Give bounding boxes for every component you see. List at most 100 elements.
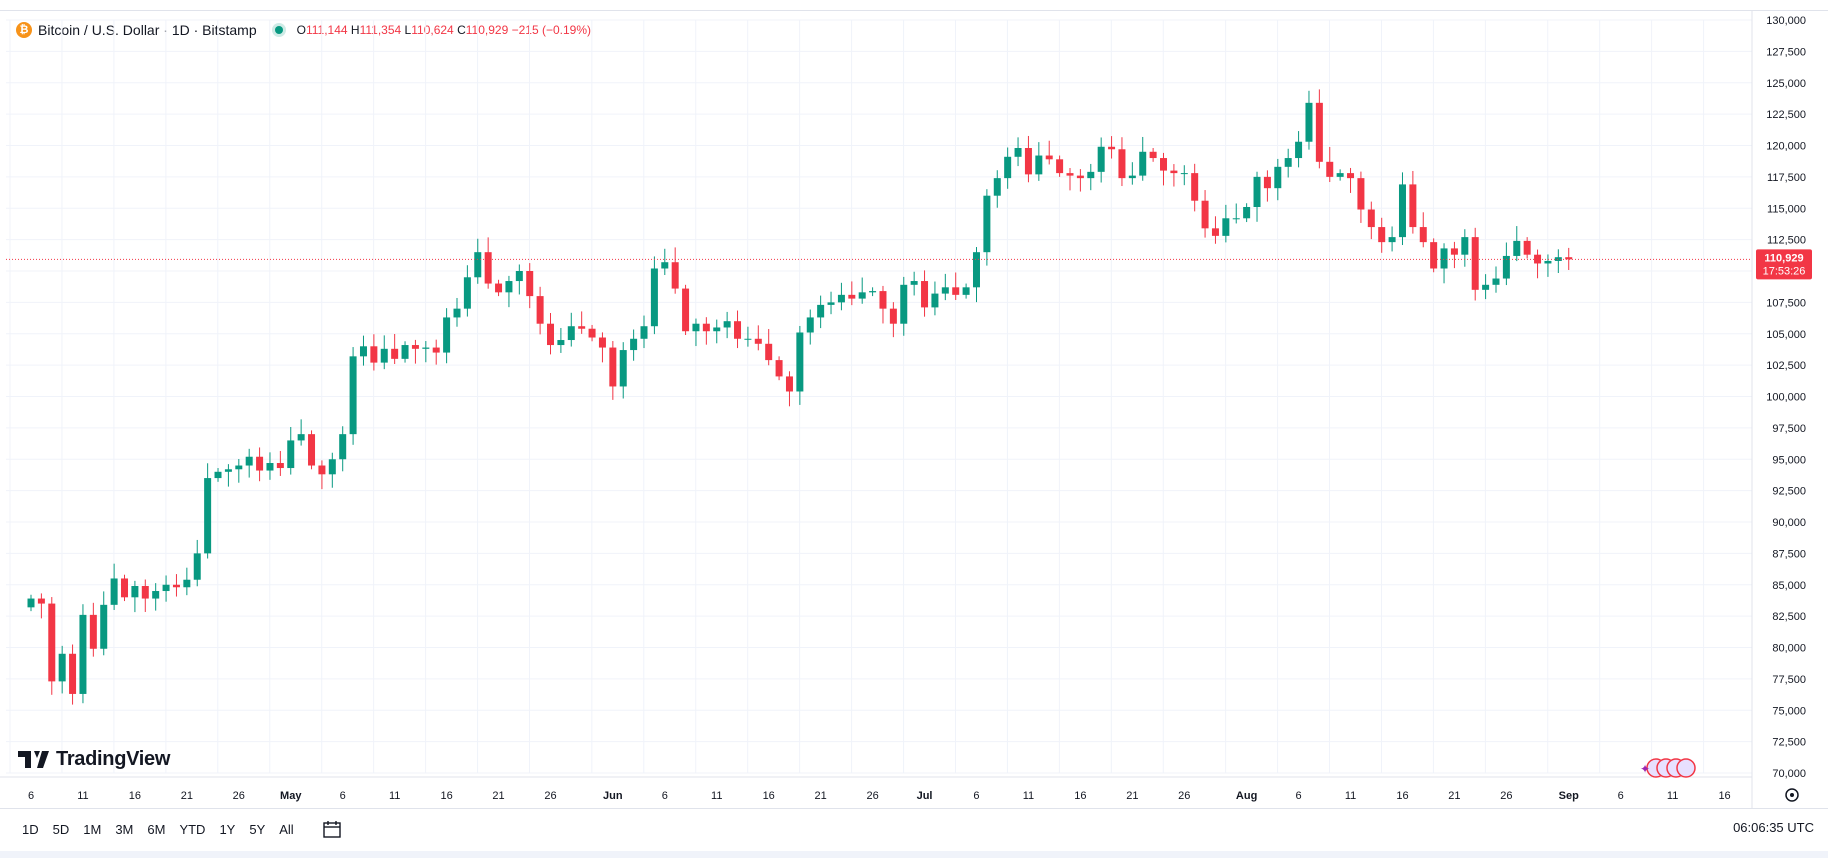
time-axis[interactable]: 6 11 16 21 26 May 6 11 16 21 26 Jun 6 11 16 21 26 Jul 6 11 1… (0, 776, 1752, 802)
candle-body (515, 271, 523, 282)
symbol-title[interactable]: Bitcoin / U.S. Dollar · 1D · Bitstamp (38, 22, 257, 38)
time-tick-label: 6 (973, 790, 979, 802)
candle-body (723, 321, 731, 328)
time-tick-label: 16 (129, 790, 141, 802)
candle-body (941, 287, 949, 294)
candle-body (1056, 159, 1064, 174)
candle-body (837, 294, 845, 303)
range-1m-button[interactable]: 1M (83, 821, 102, 837)
candle-body (1378, 227, 1386, 243)
candle-body (69, 653, 77, 694)
price-tick-label: 127,500 (1766, 46, 1806, 58)
range-5y-button[interactable]: 5Y (249, 821, 266, 837)
price-axis[interactable]: 70,000 72,500 75,000 77,500 80,000 82,500 85,0… (1751, 10, 1806, 808)
low-value: 110,624 (411, 23, 454, 37)
price-tick-label: 92,500 (1772, 486, 1806, 498)
candle-body (889, 308, 897, 324)
candle-body (1419, 227, 1427, 243)
time-tick-label: 26 (233, 790, 245, 802)
low-key: L (404, 23, 412, 37)
candle-body (754, 338, 762, 344)
candle-body (547, 323, 554, 346)
symbol-legend[interactable]: ₿ Bitcoin / U.S. Dollar · 1D · Bitstamp … (16, 20, 591, 40)
utc-clock[interactable]: 06:06:35 UTC (1733, 820, 1814, 835)
candle-body (58, 653, 66, 682)
candle-body (152, 591, 160, 599)
price-tick-label: 97,500 (1772, 423, 1806, 435)
candle-body (432, 347, 440, 353)
candle-body (505, 281, 513, 293)
price-tick-label: 125,000 (1766, 78, 1806, 90)
price-label-value: 110,929 (1764, 252, 1803, 264)
candle-body (557, 340, 565, 346)
candle-body (1315, 102, 1323, 162)
candle-body (993, 178, 1001, 196)
events-icon[interactable]: ✦ (1640, 758, 1696, 778)
candle-body (214, 471, 222, 479)
price-tick-label: 77,500 (1772, 674, 1806, 686)
candle-body (827, 302, 835, 305)
open-value: 111,144 (305, 23, 348, 37)
calendar-icon[interactable] (322, 820, 342, 838)
candle-body (235, 465, 243, 470)
settings-icon[interactable] (1785, 788, 1799, 802)
market-status-icon[interactable] (274, 26, 283, 34)
range-3m-button[interactable]: 3M (115, 821, 134, 837)
candle-body (37, 598, 45, 604)
range-5d-button[interactable]: 5D (52, 821, 70, 837)
price-tick-label: 90,000 (1772, 517, 1806, 529)
candle-body (1118, 149, 1126, 179)
range-1d-button[interactable]: 1D (22, 821, 39, 837)
range-ytd-button[interactable]: YTD (179, 821, 206, 837)
candle-body (1534, 254, 1542, 264)
range-6m-button[interactable]: 6M (147, 821, 166, 837)
candle-body (910, 281, 918, 285)
bottom-separator (0, 808, 1828, 809)
candle-body (339, 434, 347, 460)
price-tick-label: 82,500 (1772, 611, 1806, 623)
candle-body (734, 321, 742, 339)
candle-body (1492, 278, 1500, 285)
tradingview-logo-icon (18, 750, 49, 768)
candle-body (536, 296, 544, 324)
candle-body (141, 586, 149, 599)
candle-body (1544, 260, 1552, 264)
candle-body (1128, 175, 1136, 179)
candle-body (1108, 146, 1116, 150)
candle-body (900, 284, 908, 324)
time-tick-label: 6 (340, 790, 346, 802)
candle-body (1295, 141, 1303, 159)
candle-body (1440, 248, 1448, 269)
candle-body (879, 291, 887, 309)
candle-body (1201, 200, 1209, 229)
candle-body (308, 434, 316, 466)
time-tick-label: 21 (181, 790, 193, 802)
candle-body (1388, 237, 1396, 243)
time-tick-label: 21 (492, 790, 504, 802)
range-all-button[interactable]: All (279, 821, 294, 837)
bottom-strip (0, 851, 1828, 858)
candle-body (1274, 166, 1282, 189)
time-tick-label: Sep (1559, 790, 1579, 802)
candle-body (1139, 151, 1147, 176)
time-tick-label: Jun (603, 790, 623, 802)
candle-body (1336, 173, 1344, 177)
time-tick-label: 11 (1345, 790, 1356, 802)
candle-body (1430, 242, 1438, 269)
candle-body (1004, 156, 1012, 179)
candle-body (692, 323, 700, 332)
candle-body (318, 465, 326, 475)
candle-body (775, 360, 783, 377)
range-1y-button[interactable]: 1Y (219, 821, 236, 837)
time-tick-label: 21 (815, 790, 827, 802)
candle-body (1243, 206, 1251, 219)
time-tick-label: 26 (544, 790, 556, 802)
time-tick-label: 6 (28, 790, 34, 802)
price-tick-label: 87,500 (1772, 548, 1806, 560)
time-tick-label: 16 (763, 790, 775, 802)
candle-body (1087, 171, 1095, 179)
tradingview-logo[interactable]: TradingView (18, 748, 170, 771)
candle-body (650, 268, 658, 327)
